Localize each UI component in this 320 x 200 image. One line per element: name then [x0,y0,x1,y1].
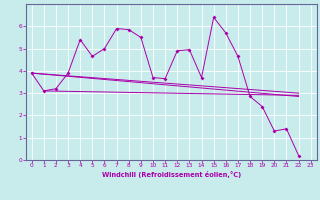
X-axis label: Windchill (Refroidissement éolien,°C): Windchill (Refroidissement éolien,°C) [101,171,241,178]
